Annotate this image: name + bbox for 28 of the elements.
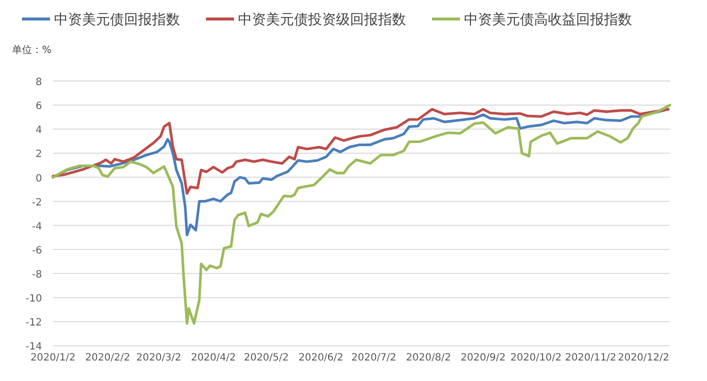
y-tick-label: -6 <box>32 245 42 256</box>
y-tick-label: -12 <box>26 318 42 329</box>
y-axis-title: 单位：% <box>12 44 52 56</box>
x-tick-label: 2020/11/2 <box>565 352 616 364</box>
x-tick-label: 2020/10/2 <box>510 352 562 364</box>
x-tick-label: 2020/4/2 <box>190 352 236 364</box>
y-tick-label: -2 <box>32 197 42 208</box>
y-tick-label: 0 <box>36 173 42 184</box>
y-tick-label: -8 <box>32 270 42 281</box>
y-tick-label: 4 <box>36 125 42 136</box>
y-tick-label: 2 <box>36 149 42 160</box>
y-tick-label: 6 <box>36 101 42 112</box>
y-tick-label: 8 <box>36 77 42 88</box>
x-tick-label: 2020/7/2 <box>351 352 396 364</box>
legend-label: 中资美元债回报指数 <box>54 12 180 28</box>
x-tick-label: 2020/6/2 <box>298 352 344 364</box>
x-tick-label: 2020/9/2 <box>460 352 506 364</box>
x-tick-label: 2020/12/2 <box>618 352 670 364</box>
x-tick-label: 2020/8/2 <box>406 352 451 364</box>
x-tick-label: 2020/5/2 <box>244 352 289 364</box>
x-tick-label: 2020/1/2 <box>30 352 76 364</box>
legend-label: 中资美元债投资级回报指数 <box>238 12 406 28</box>
y-tick-label: -14 <box>26 342 42 353</box>
y-tick-label: -10 <box>26 294 42 305</box>
x-tick-label: 2020/2/2 <box>85 352 130 364</box>
x-tick-label: 2020/3/2 <box>136 352 182 364</box>
legend-label: 中资美元债高收益回报指数 <box>464 12 632 28</box>
y-tick-label: -4 <box>32 221 42 232</box>
